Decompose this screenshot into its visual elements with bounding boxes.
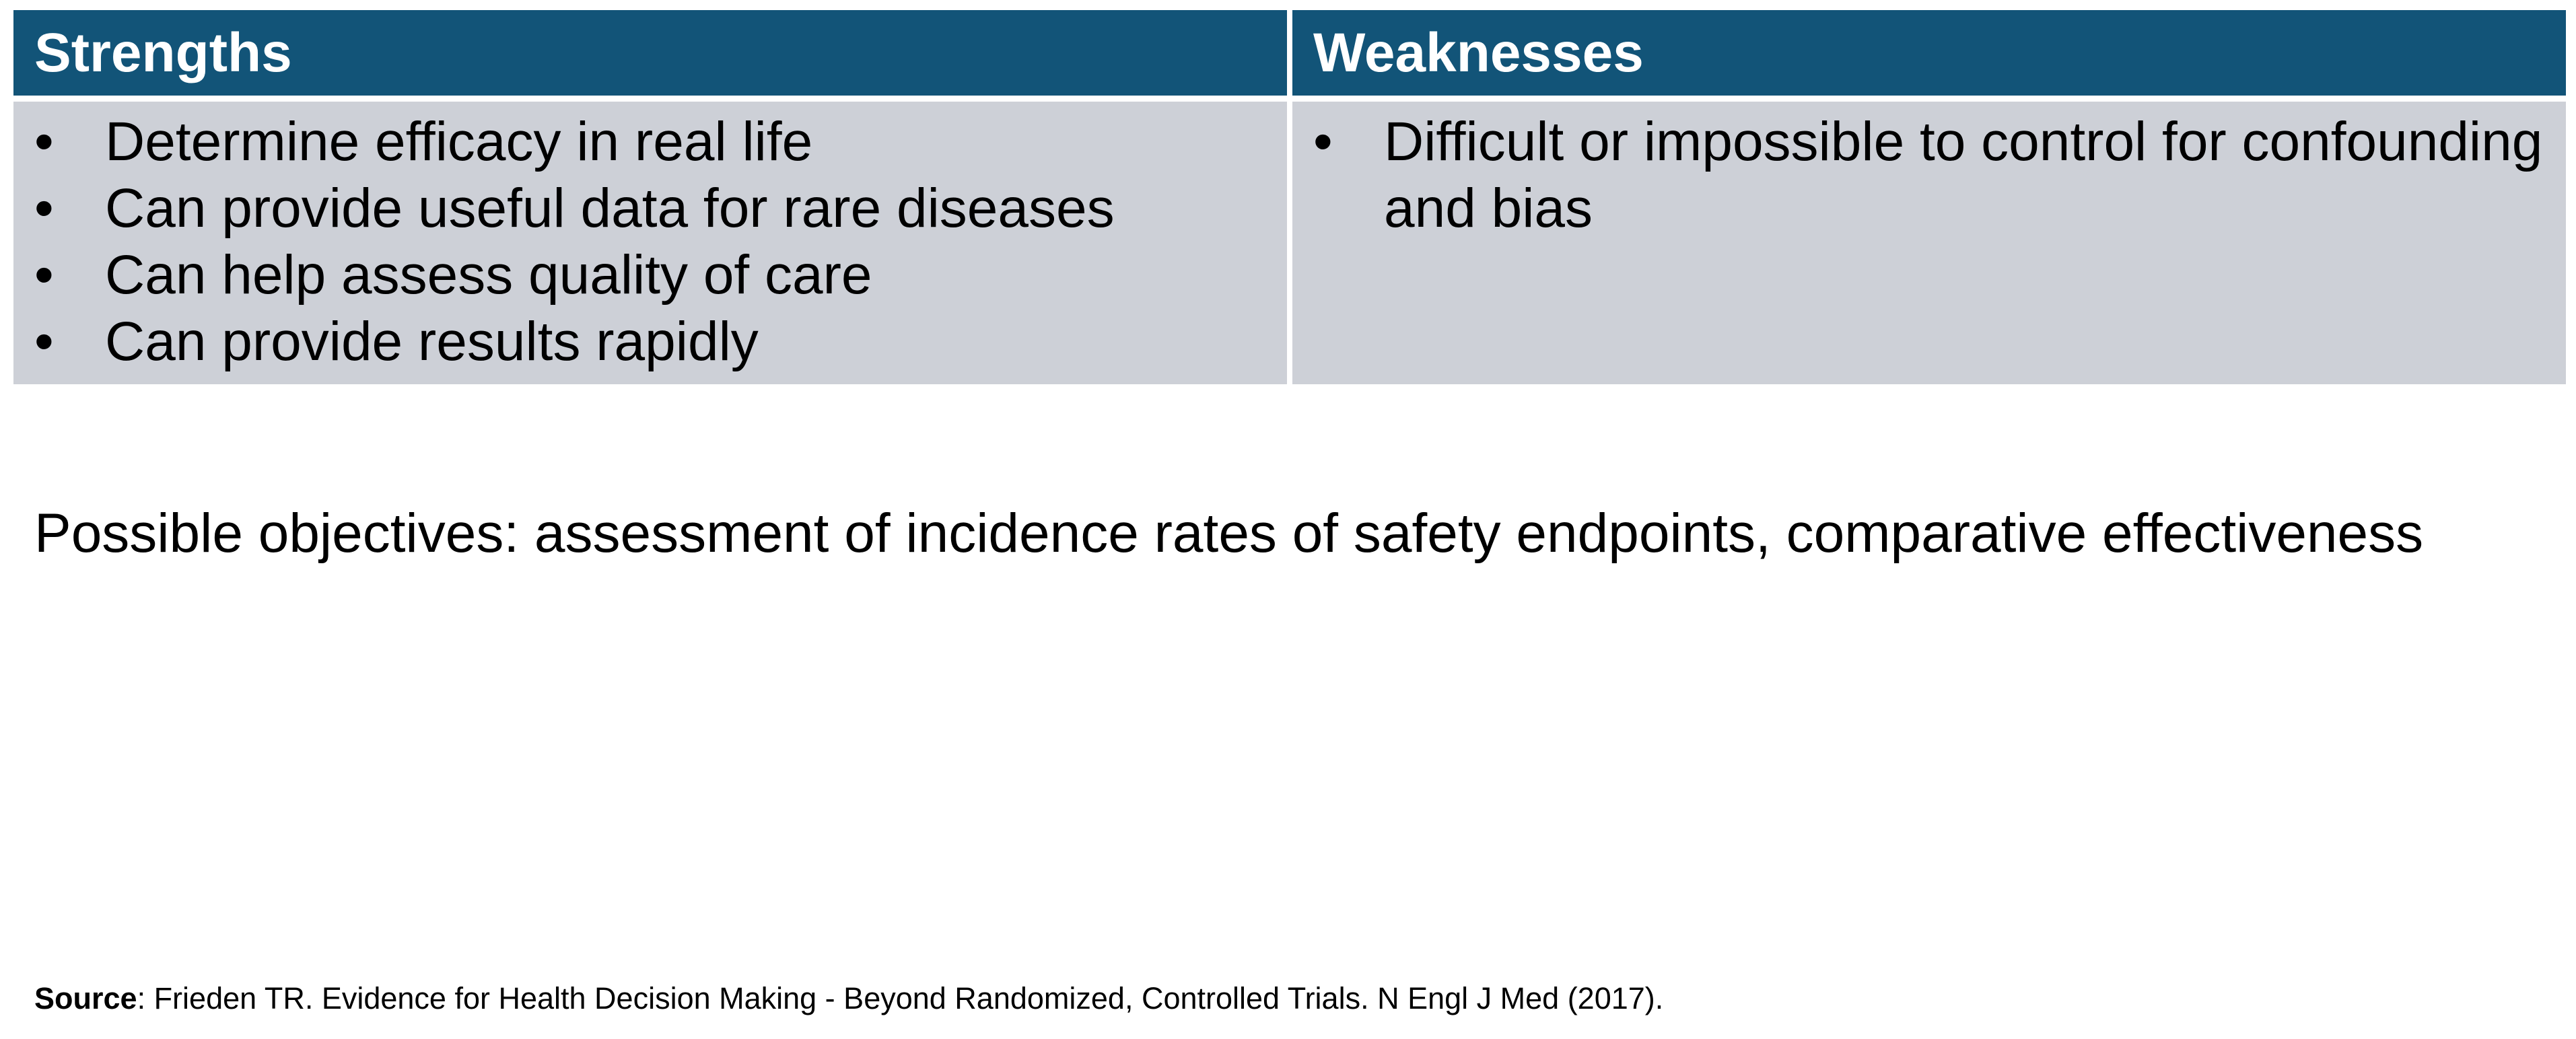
strength-text: Can provide useful data for rare disease…	[105, 178, 1115, 239]
list-item: • Can provide results rapidly	[34, 308, 1267, 375]
strength-text: Can provide results rapidly	[105, 311, 759, 372]
objectives-text: Possible objectives: assessment of incid…	[34, 503, 2424, 564]
strengths-weaknesses-table: Strengths • Determine efficacy in real li…	[13, 10, 2566, 384]
list-item: • Can help assess quality of care	[34, 242, 1267, 308]
bullet-icon: •	[34, 178, 54, 239]
list-item: • Can provide useful data for rare diseas…	[34, 175, 1267, 242]
weaknesses-list: • Difficult or impossible to control for …	[1313, 108, 2546, 242]
source-label: Source	[34, 981, 137, 1015]
bullet-icon: •	[34, 311, 54, 372]
bullet-icon: •	[34, 111, 54, 172]
bullet-icon: •	[1313, 111, 1333, 172]
weaknesses-body: • Difficult or impossible to control for …	[1292, 102, 2566, 384]
source-citation: Source: Frieden TR. Evidence for Health …	[34, 978, 1663, 1019]
strength-text: Can help assess quality of care	[105, 244, 872, 306]
strength-text: Determine efficacy in real life	[105, 111, 813, 172]
source-text: : Frieden TR. Evidence for Health Decisi…	[137, 981, 1664, 1015]
strengths-header: Strengths	[13, 10, 1287, 96]
list-item: • Difficult or impossible to control for …	[1313, 108, 2546, 242]
weakness-text: Difficult or impossible to control for c…	[1384, 111, 2543, 239]
list-item: • Determine efficacy in real life	[34, 108, 1267, 175]
strengths-list: • Determine efficacy in real life • Can pr…	[34, 108, 1267, 375]
strengths-column: Strengths • Determine efficacy in real li…	[13, 10, 1287, 384]
bullet-icon: •	[34, 244, 54, 306]
strengths-body: • Determine efficacy in real life • Can pr…	[13, 102, 1287, 384]
weaknesses-column: Weaknesses • Difficult or impossible to c…	[1292, 10, 2566, 384]
weaknesses-header: Weaknesses	[1292, 10, 2566, 96]
